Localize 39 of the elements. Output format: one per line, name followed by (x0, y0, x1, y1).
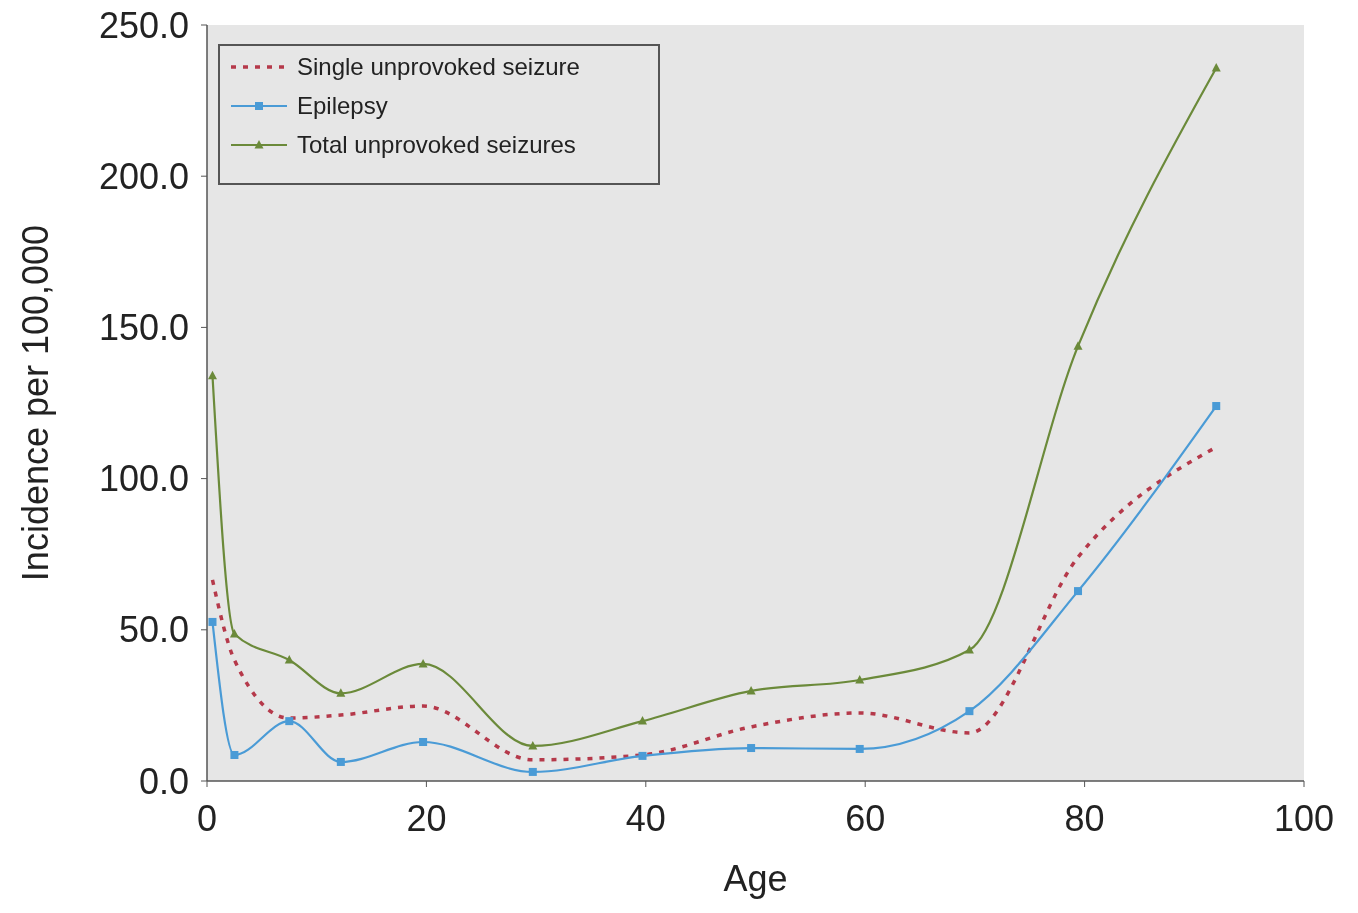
x-tick-label: 60 (845, 798, 886, 839)
point (285, 717, 294, 726)
y-tick-label: 100.0 (98, 458, 189, 500)
y-tick-label: 250.0 (98, 4, 189, 46)
point (1074, 587, 1083, 596)
x-tick-label: 80 (1064, 798, 1105, 839)
point (207, 370, 217, 380)
point (1073, 341, 1083, 350)
x-tick-label: 40 (625, 798, 666, 839)
legend-label: Single unprovoked seizure (297, 53, 580, 81)
point (419, 737, 428, 746)
y-tick-label: 150.0 (98, 307, 189, 348)
point (229, 629, 239, 638)
point (208, 617, 217, 626)
y-tick-label: 0.0 (138, 760, 189, 802)
point (336, 688, 346, 697)
point (336, 757, 345, 766)
point (855, 744, 864, 753)
point (964, 645, 974, 654)
x-tick-label: 20 (406, 798, 447, 839)
y-tick-label: 200.0 (98, 155, 189, 197)
point (965, 707, 974, 716)
x-axis-title: Age (723, 858, 788, 899)
point (855, 675, 865, 684)
point (528, 740, 538, 750)
point (284, 655, 294, 664)
x-tick-label: 0 (196, 798, 218, 839)
y-tick-label: 50.0 (118, 609, 189, 651)
point (1212, 402, 1221, 411)
legend-label: Total unprovoked seizures (297, 131, 576, 159)
y-axis-title: Incidence per 100,000 (15, 224, 56, 582)
point (230, 750, 239, 759)
point (1211, 62, 1221, 72)
point (528, 767, 537, 776)
point (638, 751, 647, 760)
point (638, 716, 648, 725)
x-tick-label: 100 (1273, 798, 1335, 839)
point (747, 744, 756, 753)
legend-label: Epilepsy (297, 92, 388, 120)
